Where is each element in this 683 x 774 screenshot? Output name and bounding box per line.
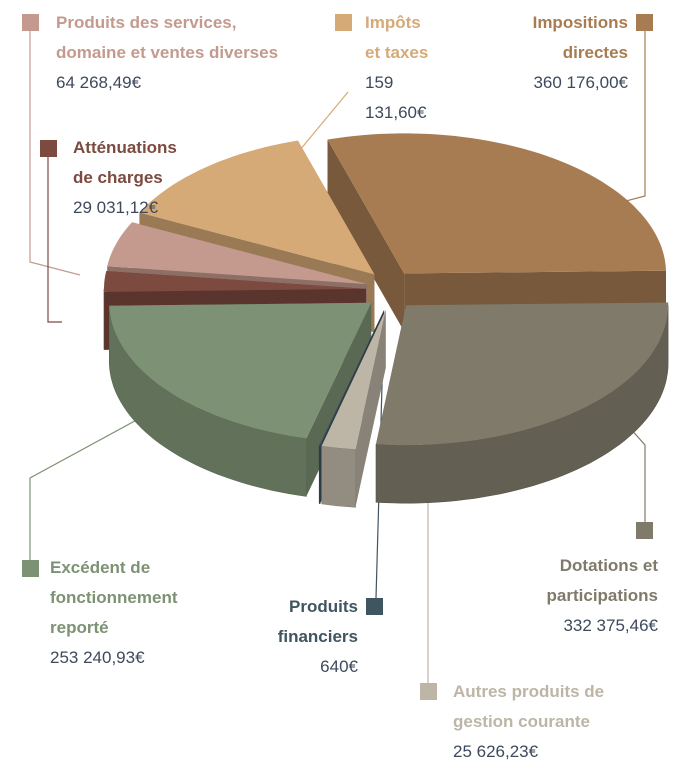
slice-side bbox=[321, 445, 356, 508]
slice-label: Autres produits de gestion courante 25 62… bbox=[453, 677, 653, 767]
slice bbox=[375, 302, 669, 504]
value-label: 25 626,23€ bbox=[453, 742, 539, 761]
slice-top bbox=[321, 310, 386, 450]
leader-line bbox=[29, 30, 81, 276]
value-label: 29 031,12€ bbox=[73, 198, 159, 217]
slice-top bbox=[319, 309, 385, 446]
leader-line bbox=[29, 409, 156, 560]
slice-top bbox=[327, 133, 666, 274]
value-label: 360 176,00€ bbox=[533, 73, 628, 92]
value-label: 64 268,49€ bbox=[56, 73, 142, 92]
leader-line bbox=[621, 30, 646, 203]
slice bbox=[327, 133, 666, 332]
legend-swatch bbox=[636, 522, 653, 539]
legend-swatch bbox=[40, 140, 57, 157]
category-name: Excédent de fonctionnement reporté bbox=[50, 558, 178, 637]
value-label: 253 240,93€ bbox=[50, 648, 145, 667]
slice bbox=[321, 310, 386, 508]
category-name: Impositions directes bbox=[532, 13, 628, 62]
slice-label: Atténuations de charges 29 031,12€ bbox=[73, 133, 203, 223]
legend-swatch bbox=[420, 683, 437, 700]
value-label: 332 375,46€ bbox=[563, 616, 658, 635]
legend-swatch bbox=[636, 14, 653, 31]
category-name: Autres produits de gestion courante bbox=[453, 682, 605, 731]
value-label: 640€ bbox=[320, 657, 358, 676]
slice-side bbox=[318, 445, 321, 504]
slice-label: Impositions directes 360 176,00€ bbox=[498, 8, 628, 98]
slice-top bbox=[104, 271, 366, 292]
legend-swatch bbox=[335, 14, 352, 31]
legend-swatch bbox=[22, 14, 39, 31]
slice-wall bbox=[327, 139, 405, 332]
category-name: Produits des services, domaine et ventes… bbox=[56, 13, 279, 62]
slice-label: Excédent de fonctionnement reporté 253 24… bbox=[50, 553, 210, 673]
category-name: Produits financiers bbox=[277, 597, 358, 646]
slice-top bbox=[107, 222, 367, 285]
category-name: Dotations et participations bbox=[546, 556, 658, 605]
slice-top bbox=[139, 140, 375, 275]
slice-label: Produits des services, domaine et ventes… bbox=[56, 8, 321, 98]
value-label: 159 131,60€ bbox=[365, 73, 427, 122]
category-name: Atténuations de charges bbox=[73, 138, 177, 187]
leader-line bbox=[47, 157, 62, 323]
category-name: Impôts et taxes bbox=[365, 13, 429, 62]
slice-label: Dotations et participations 332 375,46€ bbox=[518, 551, 658, 641]
slice-label: Produits financiers 640€ bbox=[248, 592, 358, 682]
legend-swatch bbox=[22, 560, 39, 577]
slice-top bbox=[376, 302, 669, 446]
legend-swatch bbox=[366, 598, 383, 615]
pie bbox=[103, 133, 669, 508]
slice-label: Impôts et taxes 159 131,60€ bbox=[365, 8, 450, 128]
slice-top bbox=[109, 302, 372, 439]
